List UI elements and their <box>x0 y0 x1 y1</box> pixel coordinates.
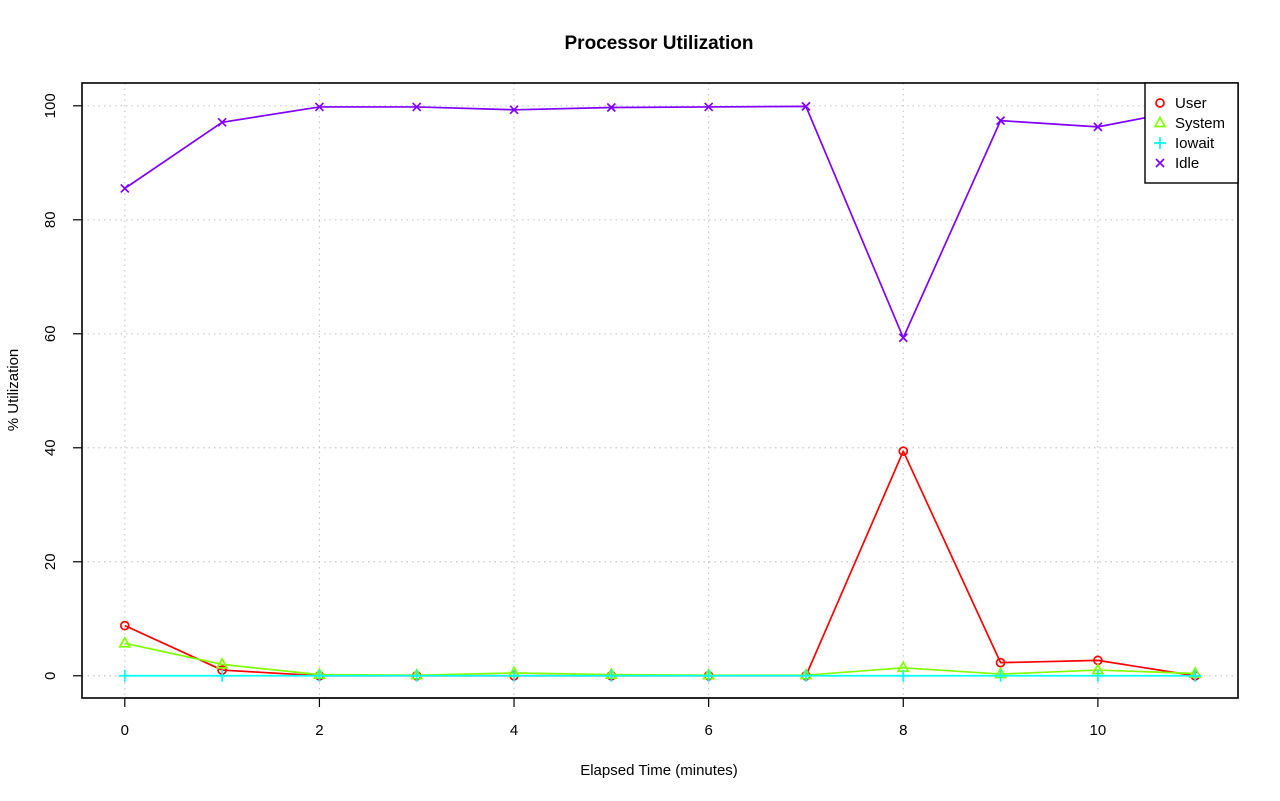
y-tick-label: 0 <box>42 672 59 680</box>
series-line-idle <box>124 105 1196 339</box>
legend-label-system: System <box>1175 115 1225 132</box>
series-line-system <box>124 642 1196 677</box>
y-axis: 0 20 40 60 80 100 <box>42 93 82 680</box>
data-point-idle <box>217 117 227 127</box>
data-point-iowait <box>702 669 715 682</box>
series-system <box>118 636 1202 680</box>
x-tick-label: 6 <box>704 722 712 739</box>
legend-label-idle: Idle <box>1175 155 1199 172</box>
legend-marker-iowait <box>1154 137 1166 149</box>
x-axis: 0 2 4 6 8 10 <box>121 697 1107 739</box>
plot-frame <box>81 82 1239 699</box>
data-point-iowait <box>118 669 131 682</box>
data-point-iowait <box>994 669 1007 682</box>
y-axis-label: % Utilization <box>5 349 22 432</box>
data-point-idle <box>801 101 811 111</box>
data-point-idle <box>898 333 908 343</box>
data-point-idle <box>995 116 1006 126</box>
series-user <box>119 446 1201 681</box>
series-idle <box>120 101 1200 343</box>
data-point-idle <box>606 102 616 113</box>
legend-marker-idle <box>1155 158 1165 168</box>
legend-marker-user <box>1155 98 1165 108</box>
data-point-user <box>898 446 909 457</box>
y-tick-label: 20 <box>42 553 59 570</box>
series-iowait <box>118 669 1202 682</box>
series-layer <box>118 101 1202 682</box>
data-point-iowait <box>216 669 229 682</box>
data-point-system <box>215 657 229 669</box>
x-tick-label: 0 <box>121 722 129 739</box>
y-tick-label: 80 <box>42 211 59 228</box>
y-tick-label: 40 <box>42 439 59 456</box>
data-point-idle <box>314 102 325 112</box>
y-tick-label: 60 <box>42 325 59 342</box>
data-point-idle <box>704 102 714 112</box>
data-point-idle <box>120 183 130 194</box>
grid <box>82 83 1238 698</box>
legend: User System Iowait Idle <box>1144 82 1239 184</box>
data-point-idle <box>412 102 422 112</box>
x-axis-label: Elapsed Time (minutes) <box>580 762 738 779</box>
data-point-iowait <box>508 669 521 682</box>
x-tick-label: 2 <box>315 722 323 739</box>
data-point-user <box>995 657 1006 668</box>
data-point-iowait <box>313 669 326 682</box>
data-point-idle <box>509 105 519 115</box>
data-point-idle <box>1093 122 1103 132</box>
legend-marker-system <box>1153 115 1167 128</box>
legend-label-user: User <box>1175 95 1207 112</box>
x-tick-label: 10 <box>1090 722 1107 739</box>
data-point-iowait <box>410 669 423 682</box>
data-point-iowait <box>605 669 618 682</box>
data-point-user <box>119 620 130 631</box>
x-tick-label: 4 <box>510 722 518 739</box>
y-tick-label: 100 <box>42 93 59 118</box>
data-point-iowait <box>1189 669 1202 682</box>
data-point-iowait <box>897 669 910 682</box>
x-tick-label: 8 <box>899 722 907 739</box>
data-point-system <box>118 636 132 648</box>
legend-label-iowait: Iowait <box>1175 135 1215 152</box>
series-line-user <box>124 450 1196 677</box>
chart-title: Processor Utilization <box>565 33 754 54</box>
data-point-iowait <box>1091 669 1104 682</box>
data-point-iowait <box>799 669 812 682</box>
